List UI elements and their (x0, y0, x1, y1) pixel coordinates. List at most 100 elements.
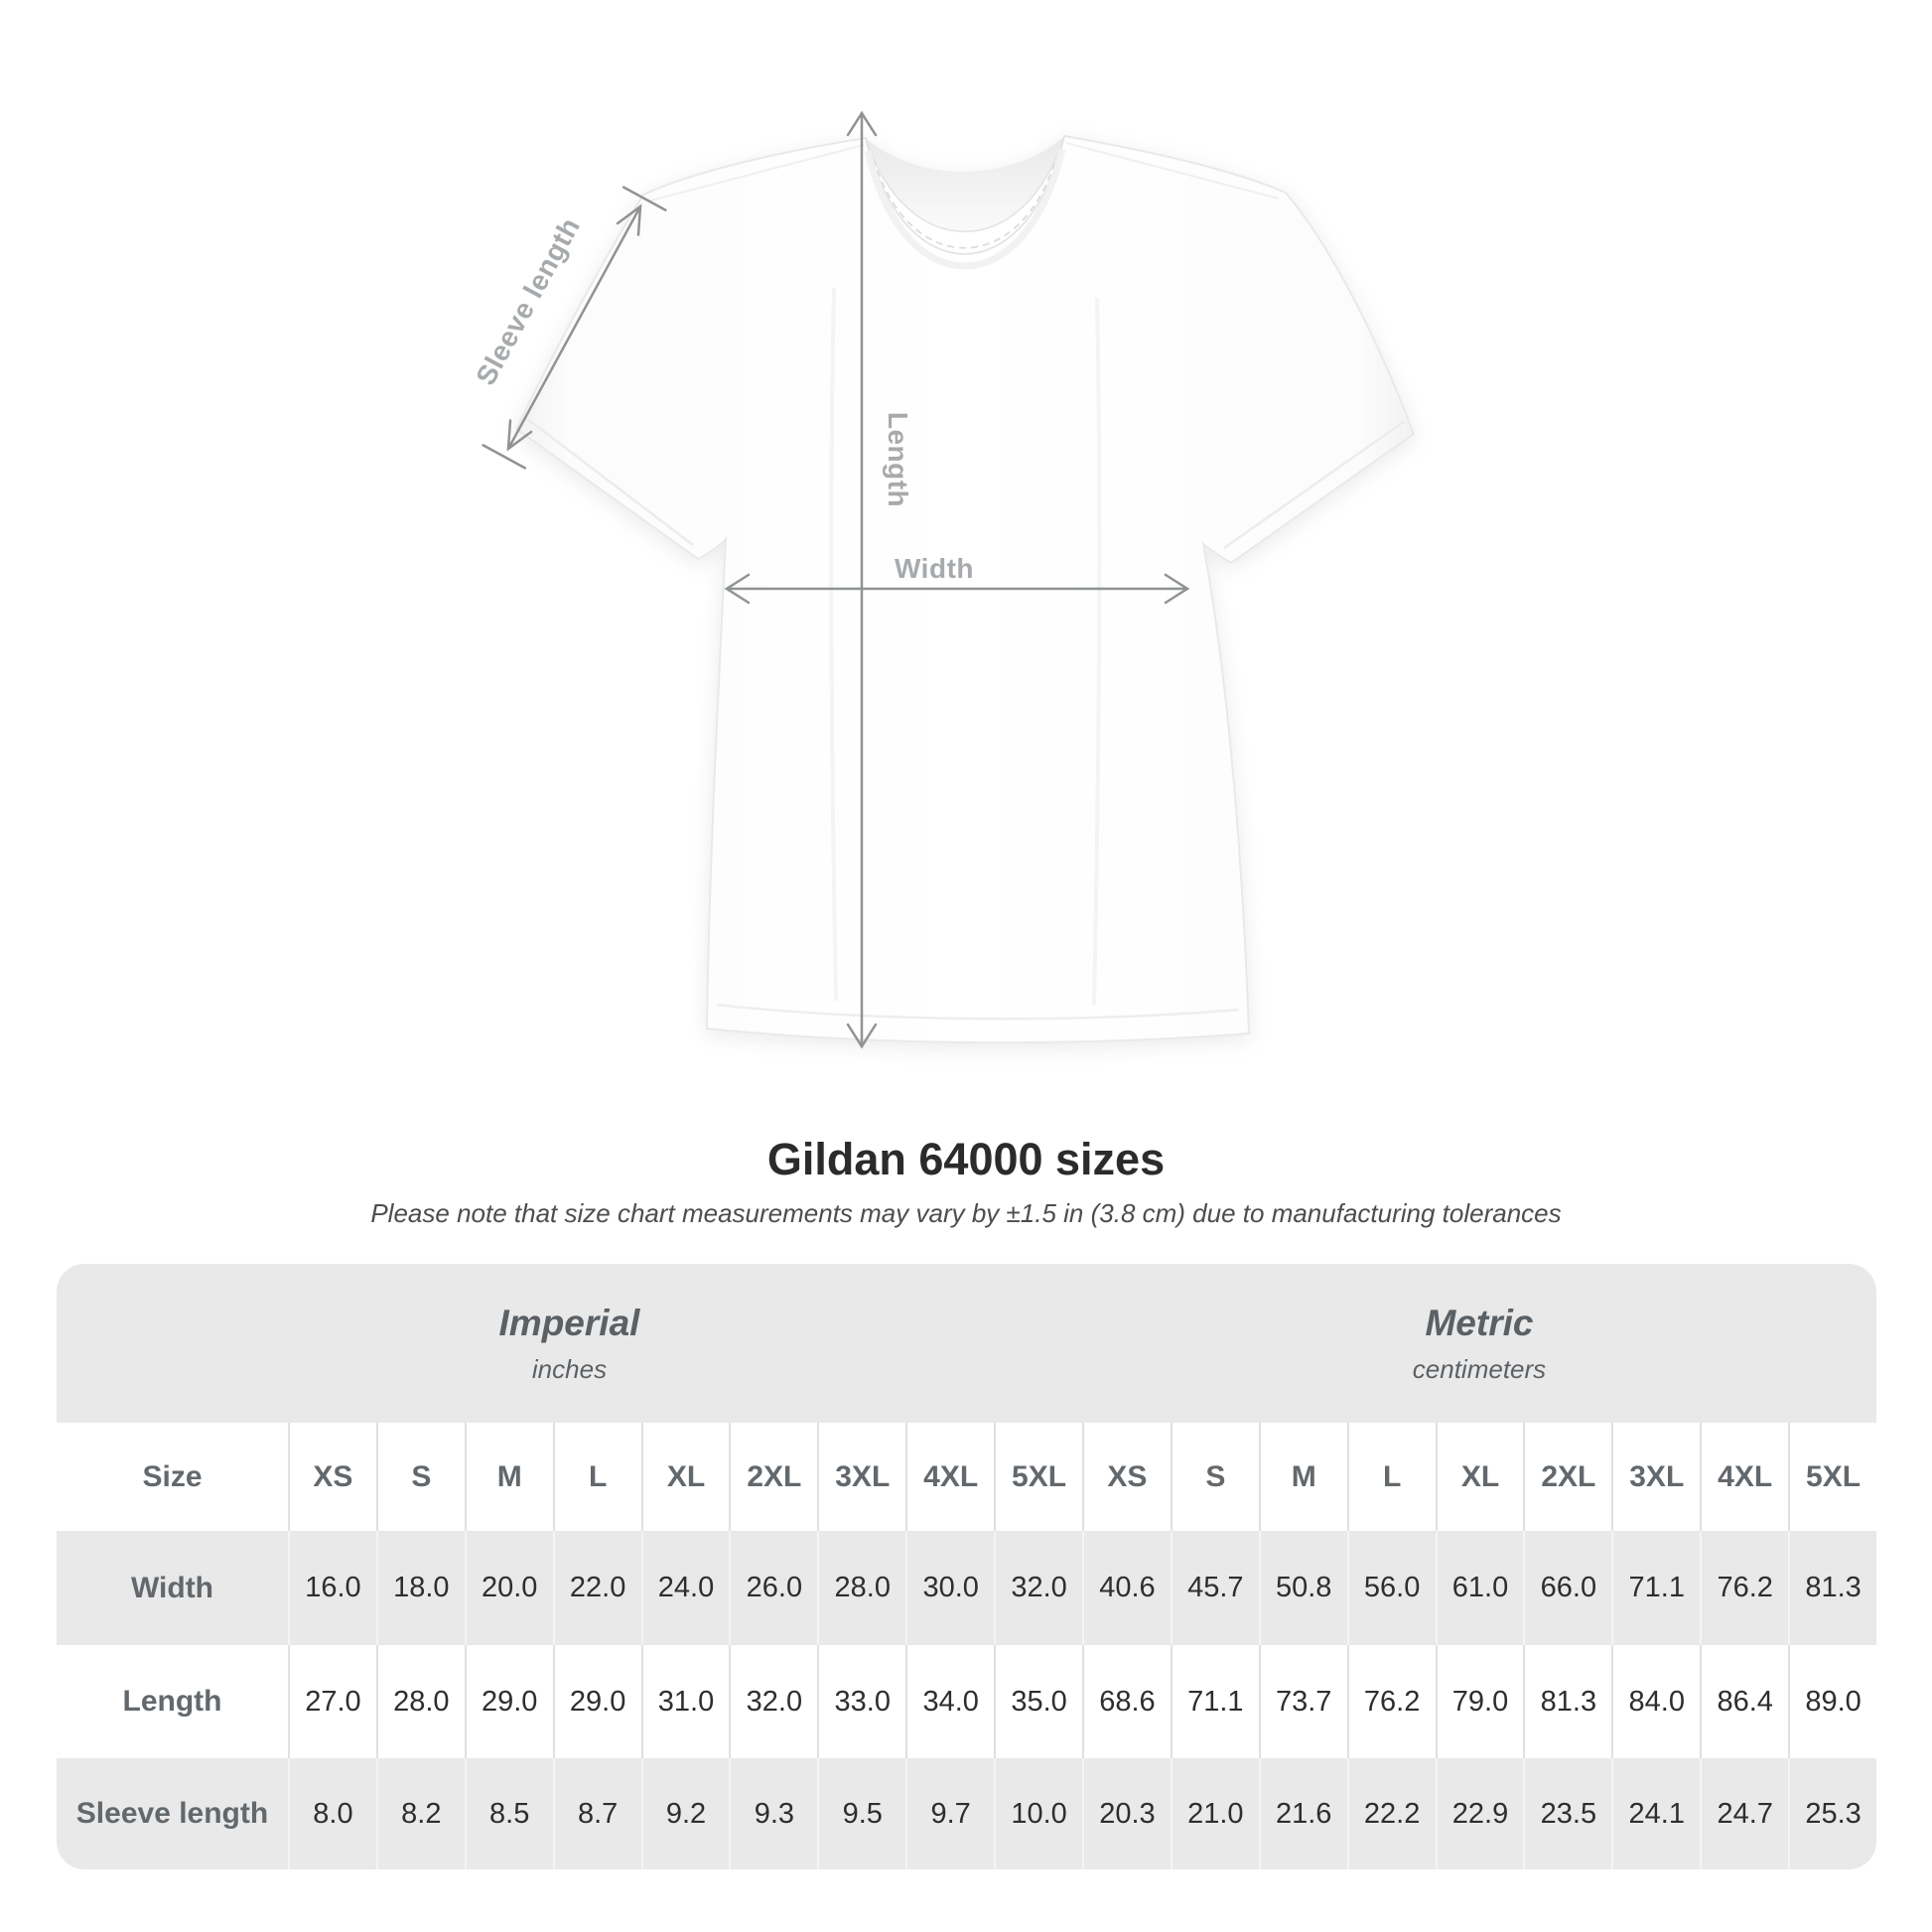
value-cell: 23.5 (1523, 1758, 1612, 1869)
unit-header-imperial: Imperial inches (57, 1264, 1082, 1423)
value-cell: 40.6 (1081, 1531, 1171, 1645)
collar-band (865, 135, 1065, 255)
value-cell: 24.7 (1700, 1758, 1789, 1869)
value-cell: 26.0 (729, 1531, 818, 1645)
size-row-header: Size (57, 1423, 288, 1531)
size-cell-metric-xl: XL (1435, 1423, 1524, 1531)
value-cell: 81.3 (1788, 1531, 1876, 1645)
value-cell: 29.0 (552, 1645, 641, 1758)
value-cell: 10.0 (994, 1758, 1082, 1869)
size-cell-metric-l: L (1346, 1423, 1436, 1531)
sleeve-hem-left (525, 417, 694, 546)
unit-group-name: Metric (1425, 1302, 1534, 1343)
value-cell: 45.7 (1170, 1531, 1259, 1645)
value-cell: 28.0 (817, 1531, 906, 1645)
value-cell: 8.7 (552, 1758, 641, 1869)
value-cell: 18.0 (375, 1531, 465, 1645)
neck-opening (866, 136, 1064, 232)
value-cell: 71.1 (1170, 1645, 1259, 1758)
size-cell-metric-s: S (1170, 1423, 1259, 1531)
size-cell-metric-2xl: 2XL (1523, 1423, 1612, 1531)
size-cell-imperial-l: L (552, 1423, 641, 1531)
value-cell: 32.0 (729, 1645, 818, 1758)
size-cell-imperial-2xl: 2XL (729, 1423, 818, 1531)
value-cell: 68.6 (1081, 1645, 1171, 1758)
value-cell: 76.2 (1346, 1645, 1436, 1758)
value-cell: 32.0 (994, 1531, 1082, 1645)
value-cell: 22.0 (552, 1531, 641, 1645)
value-cell: 71.1 (1611, 1531, 1701, 1645)
value-cell: 61.0 (1435, 1531, 1524, 1645)
fabric-crease-left (829, 287, 838, 1002)
shoulder-seam-left (649, 144, 865, 202)
value-cell: 24.0 (640, 1531, 730, 1645)
size-cell-imperial-3xl: 3XL (817, 1423, 906, 1531)
sleeve-length-arrow (482, 186, 667, 470)
page-title: Gildan 64000 sizes (766, 1134, 1166, 1184)
value-cell: 21.6 (1258, 1758, 1347, 1869)
under-collar-shadow (864, 148, 1066, 270)
size-cell-metric-4xl: 4XL (1700, 1423, 1789, 1531)
value-cell: 86.4 (1700, 1645, 1789, 1758)
value-cell: 66.0 (1523, 1531, 1612, 1645)
value-cell: 9.3 (729, 1758, 818, 1869)
row-label-sleeve-length: Sleeve length (57, 1758, 288, 1869)
row-label-width: Width (57, 1531, 288, 1645)
value-cell: 24.1 (1611, 1758, 1701, 1869)
unit-group-name: Imperial (498, 1302, 640, 1343)
size-cell-imperial-s: S (375, 1423, 465, 1531)
value-cell: 31.0 (640, 1645, 730, 1758)
value-cell: 76.2 (1700, 1531, 1789, 1645)
value-cell: 21.0 (1170, 1758, 1259, 1869)
size-cell-metric-m: M (1258, 1423, 1347, 1531)
value-cell: 9.2 (640, 1758, 730, 1869)
length-dimension-label: Length (883, 412, 913, 507)
value-cell: 84.0 (1611, 1645, 1701, 1758)
value-cell: 9.7 (905, 1758, 995, 1869)
size-cell-imperial-xl: XL (640, 1423, 730, 1531)
value-cell: 81.3 (1523, 1645, 1612, 1758)
value-cell: 33.0 (817, 1645, 906, 1758)
value-cell: 8.0 (288, 1758, 376, 1869)
value-cell: 50.8 (1258, 1531, 1347, 1645)
value-cell: 22.9 (1435, 1758, 1524, 1869)
fabric-crease-right (1092, 297, 1102, 1006)
shirt-measurement-diagram: Sleeve length Length Width (470, 110, 1416, 1049)
unit-group-unit: inches (531, 1353, 608, 1384)
size-cell-imperial-m: M (464, 1423, 553, 1531)
value-cell: 20.3 (1081, 1758, 1171, 1869)
value-cell: 25.3 (1788, 1758, 1876, 1869)
tolerance-note: Please note that size chart measurements… (370, 1198, 1562, 1228)
value-cell: 34.0 (905, 1645, 995, 1758)
unit-group-unit: centimeters (1412, 1353, 1547, 1384)
size-cell-imperial-xs: XS (288, 1423, 376, 1531)
value-cell: 30.0 (905, 1531, 995, 1645)
value-cell: 9.5 (817, 1758, 906, 1869)
value-cell: 8.2 (375, 1758, 465, 1869)
value-cell: 35.0 (994, 1645, 1082, 1758)
size-cell-imperial-5xl: 5XL (994, 1423, 1082, 1531)
bottom-hem-stitching (716, 1003, 1240, 1021)
size-cell-metric-5xl: 5XL (1788, 1423, 1876, 1531)
size-cell-metric-3xl: 3XL (1611, 1423, 1701, 1531)
shoulder-seam-right (1065, 142, 1280, 200)
unit-header-metric: Metric centimeters (1081, 1264, 1876, 1423)
size-table: Imperial inches Metric centimeters Size … (57, 1264, 1876, 1869)
sleeve-hem-right (1223, 419, 1406, 550)
size-cell-metric-xs: XS (1081, 1423, 1171, 1531)
value-cell: 29.0 (464, 1645, 553, 1758)
length-arrow (846, 110, 878, 1049)
value-cell: 73.7 (1258, 1645, 1347, 1758)
value-cell: 79.0 (1435, 1645, 1524, 1758)
value-cell: 22.2 (1346, 1758, 1436, 1869)
width-dimension-label: Width (895, 553, 974, 584)
value-cell: 16.0 (288, 1531, 376, 1645)
size-cell-imperial-4xl: 4XL (905, 1423, 995, 1531)
value-cell: 8.5 (464, 1758, 553, 1869)
value-cell: 89.0 (1788, 1645, 1876, 1758)
collar-stitching (873, 156, 1057, 249)
value-cell: 20.0 (464, 1531, 553, 1645)
value-cell: 56.0 (1346, 1531, 1436, 1645)
value-cell: 28.0 (375, 1645, 465, 1758)
